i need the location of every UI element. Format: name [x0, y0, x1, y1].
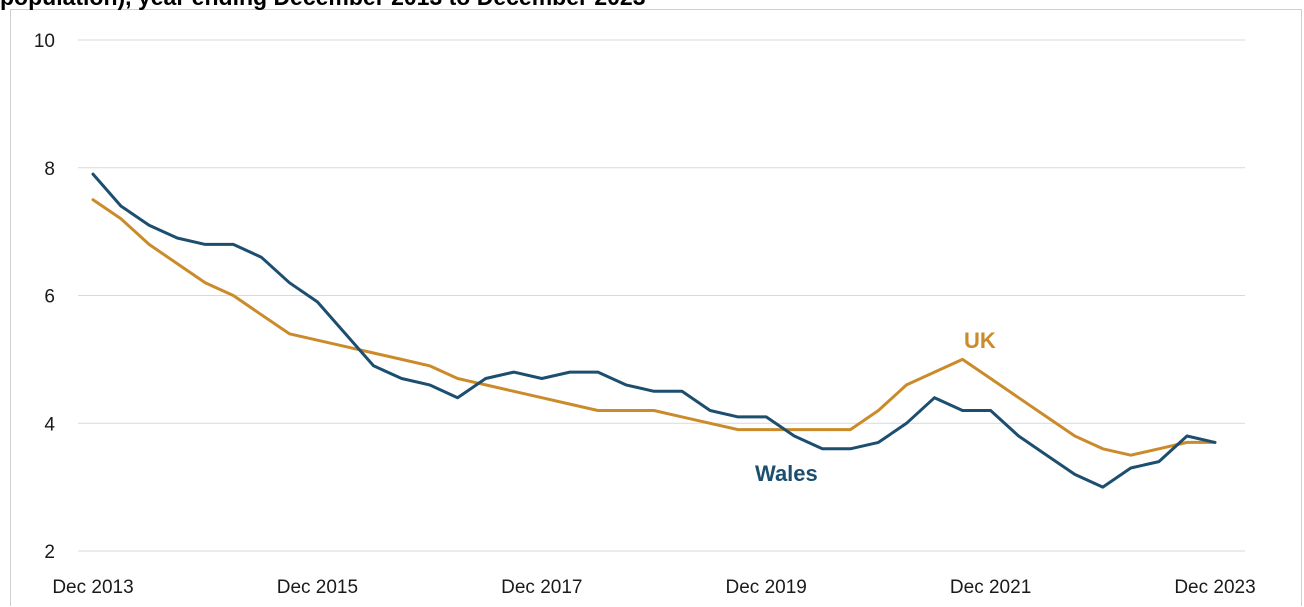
series-label-uk: UK [964, 328, 996, 353]
y-tick-label: 4 [44, 414, 55, 435]
y-axis-ticks: 2 4 6 8 10 [34, 31, 56, 563]
y-tick-label: 8 [44, 159, 55, 180]
x-tick-label: Dec 2013 [52, 577, 133, 598]
series-labels: Wales UK [755, 328, 996, 486]
y-tick-label: 2 [44, 542, 55, 563]
series-lines [91, 172, 1217, 489]
x-axis-ticks: Dec 2013 Dec 2015 Dec 2017 Dec 2019 Dec 2021… [52, 577, 1255, 598]
x-tick-label: Dec 2017 [501, 577, 582, 598]
x-tick-label: Dec 2023 [1174, 577, 1255, 598]
chart-frame [10, 9, 1302, 606]
x-tick-label: Dec 2019 [726, 577, 807, 598]
chart-title: population), year ending December 2013 t… [0, 0, 646, 11]
y-tick-label: 10 [34, 31, 55, 52]
x-tick-label: Dec 2021 [950, 577, 1031, 598]
series-label-wales: Wales [755, 461, 818, 486]
x-tick-label: Dec 2015 [277, 577, 358, 598]
gridlines [78, 39, 1245, 552]
y-tick-label: 6 [44, 287, 55, 308]
series-line-wales [91, 172, 1217, 489]
series-line-uk [91, 198, 1217, 457]
